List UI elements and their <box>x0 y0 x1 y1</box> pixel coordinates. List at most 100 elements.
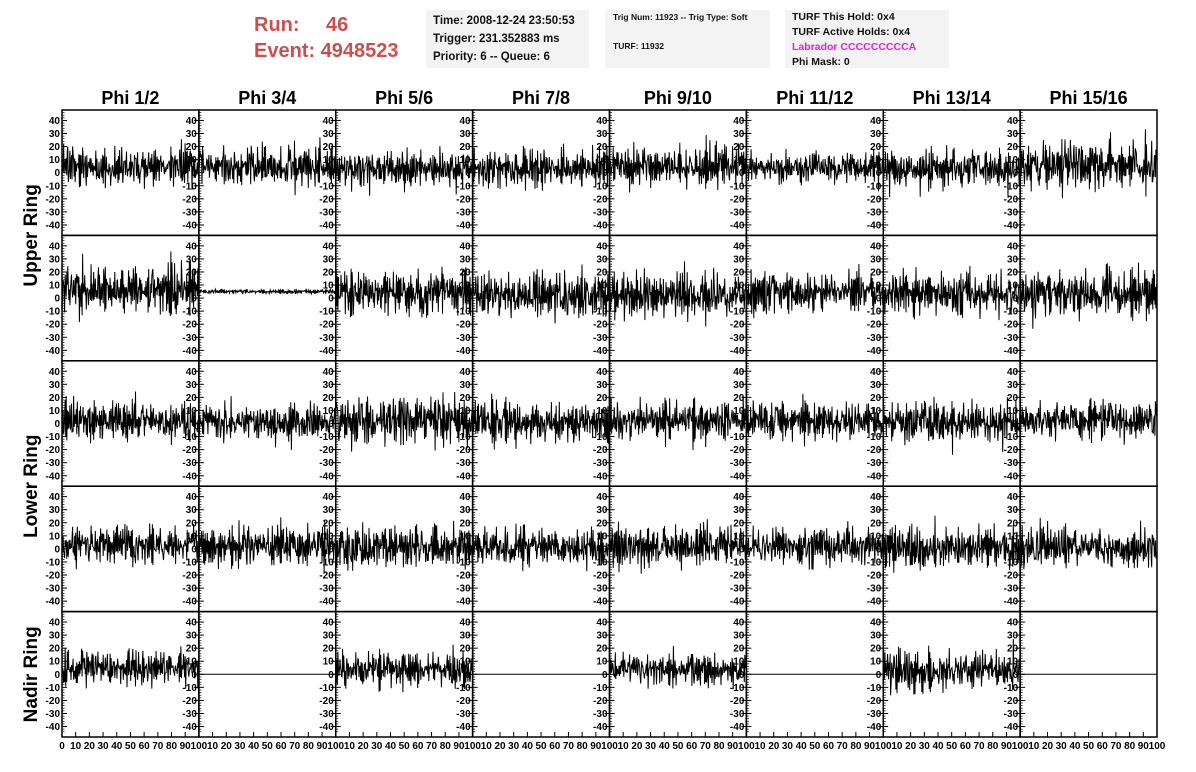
y-tick-label: -10 <box>593 432 608 443</box>
y-tick-label: 30 <box>49 129 61 140</box>
y-tick-label: 40 <box>870 492 882 503</box>
y-tick-label: -10 <box>319 181 334 192</box>
phi-mask-text: Phi Mask: 0 <box>792 56 850 68</box>
y-tick-label: 0 <box>876 670 882 681</box>
y-tick-label: -20 <box>182 320 197 331</box>
y-tick-label: 20 <box>1007 142 1019 153</box>
y-tick-label: -10 <box>46 307 61 318</box>
y-tick-label: 40 <box>186 367 198 378</box>
time-text: Time: 2008-12-24 23:50:53 <box>433 15 575 27</box>
waveform-panel: -40 -30 -20 -10 0 10 20 30 40 <box>46 360 200 487</box>
y-tick-label: -30 <box>182 207 197 218</box>
y-tick-label: -30 <box>1004 207 1019 218</box>
x-tick-label: 60 <box>139 741 151 752</box>
y-tick-label: -10 <box>730 432 745 443</box>
y-tick-label: -20 <box>593 445 608 456</box>
y-tick-label: -40 <box>730 220 745 231</box>
y-tick-label: -30 <box>182 333 197 344</box>
y-tick-label: -20 <box>182 194 197 205</box>
y-tick-label: -30 <box>46 709 61 720</box>
y-tick-label: -30 <box>182 458 197 469</box>
y-tick-label: -10 <box>319 683 334 694</box>
y-tick-label: -10 <box>730 181 745 192</box>
y-tick-label: -30 <box>182 584 197 595</box>
y-tick-label: 40 <box>1007 618 1019 629</box>
y-tick-label: 10 <box>323 657 335 668</box>
y-tick-label: -10 <box>46 432 61 443</box>
y-tick-label: -20 <box>456 696 471 707</box>
y-tick-label: 30 <box>460 129 472 140</box>
y-tick-label: 10 <box>870 406 882 417</box>
y-tick-label: 10 <box>596 406 608 417</box>
y-tick-label: 20 <box>323 142 335 153</box>
y-tick-label: -40 <box>319 471 334 482</box>
y-tick-label: -30 <box>593 584 608 595</box>
y-tick-label: 0 <box>191 670 197 681</box>
y-tick-label: 20 <box>186 644 198 655</box>
y-tick-label: -40 <box>319 220 334 231</box>
y-tick-label: -20 <box>319 571 334 582</box>
y-tick-label: -20 <box>182 445 197 456</box>
waveform-panel: -40 -30 -20 -10 0 10 20 30 40 <box>593 360 748 487</box>
y-tick-label: -20 <box>730 320 745 331</box>
y-tick-label: -20 <box>456 194 471 205</box>
y-tick-label: -20 <box>319 696 334 707</box>
y-tick-label: 10 <box>733 657 745 668</box>
y-tick-label: -20 <box>730 696 745 707</box>
y-tick-label: -30 <box>46 458 61 469</box>
y-tick-label: 20 <box>186 267 198 278</box>
x-tick-label: 70 <box>1110 741 1122 752</box>
y-tick-label: 20 <box>49 518 61 529</box>
x-tick-label: 0 <box>59 741 65 752</box>
y-tick-label: 30 <box>596 129 608 140</box>
x-tick-label: 30 <box>782 741 794 752</box>
waveform-trace <box>609 645 747 690</box>
y-tick-label: 30 <box>460 631 472 642</box>
y-tick-label: -30 <box>319 207 334 218</box>
y-tick-label: -40 <box>593 722 608 733</box>
y-tick-label: -40 <box>456 722 471 733</box>
y-tick-label: 30 <box>733 129 745 140</box>
waveform-trace <box>335 644 474 693</box>
y-tick-label: -30 <box>730 333 745 344</box>
y-tick-label: -20 <box>1004 445 1019 456</box>
y-tick-label: 0 <box>1013 419 1019 430</box>
y-tick-label: 40 <box>49 241 61 252</box>
y-tick-label: 10 <box>733 155 745 166</box>
y-tick-label: -10 <box>456 432 471 443</box>
x-tick-label: 20 <box>905 741 917 752</box>
x-tick-label: 20 <box>84 741 96 752</box>
waveform-panel: -40 -30 -20 -10 0 10 20 30 40 <box>593 485 748 613</box>
y-tick-label: 30 <box>186 505 198 516</box>
x-tick-label: 100 <box>464 741 481 752</box>
y-tick-label: 20 <box>870 267 882 278</box>
y-tick-label: -20 <box>1004 320 1019 331</box>
x-tick-label: 50 <box>536 741 548 752</box>
y-tick-label: 0 <box>1013 544 1019 555</box>
y-tick-label: 40 <box>870 618 882 629</box>
y-tick-label: 40 <box>49 367 61 378</box>
x-tick-label: 70 <box>152 741 164 752</box>
x-tick-label: 70 <box>700 741 712 752</box>
waveform-panel: -40 -30 -20 -10 0 10 20 30 40 <box>456 485 611 613</box>
y-tick-label: -10 <box>730 683 745 694</box>
x-tick-label: 20 <box>631 741 643 752</box>
y-tick-label: 20 <box>870 393 882 404</box>
x-tick-label: 80 <box>850 741 862 752</box>
waveform-trace <box>61 251 200 323</box>
y-tick-label: 0 <box>876 544 882 555</box>
y-tick-label: -20 <box>46 194 61 205</box>
y-tick-label: 20 <box>1007 644 1019 655</box>
waveform-trace <box>198 137 337 196</box>
x-tick-label: 30 <box>234 741 246 752</box>
waveform-panel: -40 -30 -20 -10 0 10 20 30 40 <box>1004 234 1158 362</box>
y-tick-label: -40 <box>730 471 745 482</box>
waveform-trace <box>745 148 884 192</box>
y-tick-label: -10 <box>730 557 745 568</box>
y-tick-label: 0 <box>54 544 60 555</box>
run-line: Run: 46 <box>254 12 399 38</box>
x-tick-label: 50 <box>399 741 411 752</box>
y-tick-label: 10 <box>186 657 198 668</box>
y-tick-label: 40 <box>733 241 745 252</box>
y-tick-label: -20 <box>593 571 608 582</box>
